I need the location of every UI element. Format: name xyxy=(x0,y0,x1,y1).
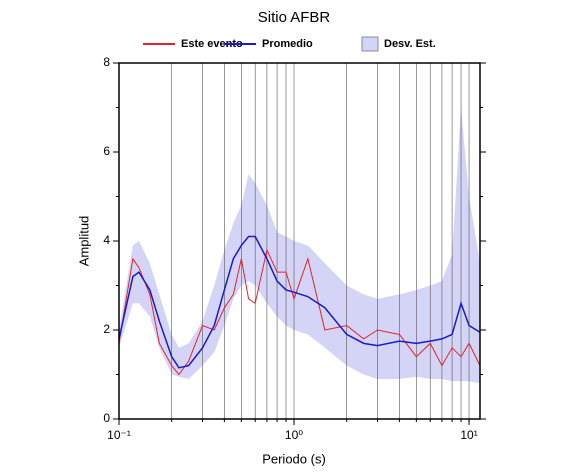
x-tick-label: 10⁻¹ xyxy=(107,428,131,442)
legend-label: Promedio xyxy=(262,38,313,50)
x-tick-label: 10⁰ xyxy=(285,428,303,442)
y-axis-label: Amplitud xyxy=(76,216,91,267)
chart-title: Sitio AFBR xyxy=(258,9,331,26)
std-band xyxy=(119,107,480,384)
y-tick-label: 2 xyxy=(103,322,110,336)
legend-label: Desv. Est. xyxy=(384,38,436,50)
series-line xyxy=(118,248,481,376)
x-axis-label: Periodo (s) xyxy=(262,451,326,466)
legend-label: Este evento xyxy=(181,38,243,50)
y-tick-label: 8 xyxy=(103,55,110,69)
series-line xyxy=(118,235,481,369)
y-tick-label: 4 xyxy=(103,233,110,247)
x-tick-label: 10¹ xyxy=(460,428,477,442)
y-tick-label: 6 xyxy=(103,144,110,158)
legend-swatch xyxy=(361,36,379,52)
y-tick-label: 0 xyxy=(103,411,110,425)
